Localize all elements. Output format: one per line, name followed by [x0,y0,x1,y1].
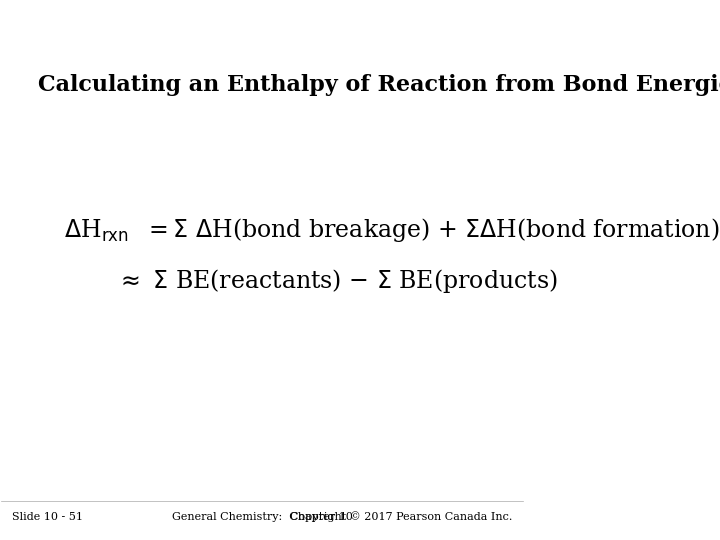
Text: Calculating an Enthalpy of Reaction from Bond Energies.: Calculating an Enthalpy of Reaction from… [38,73,720,96]
Text: $\approx\ \Sigma$ BE(reactants) $-\ \Sigma$ BE(products): $\approx\ \Sigma$ BE(reactants) $-\ \Sig… [116,267,558,295]
Text: Slide 10 - 51: Slide 10 - 51 [12,512,83,523]
Text: Copyright © 2017 Pearson Canada Inc.: Copyright © 2017 Pearson Canada Inc. [290,512,512,523]
Text: General Chemistry:  Chapter 10: General Chemistry: Chapter 10 [171,512,353,523]
Text: $\Delta$H$_{\mathrm{rxn}}$  $= \Sigma\ \Delta$H(bond breakage) $+\ \Sigma\Delta$: $\Delta$H$_{\mathrm{rxn}}$ $= \Sigma\ \D… [64,215,719,244]
